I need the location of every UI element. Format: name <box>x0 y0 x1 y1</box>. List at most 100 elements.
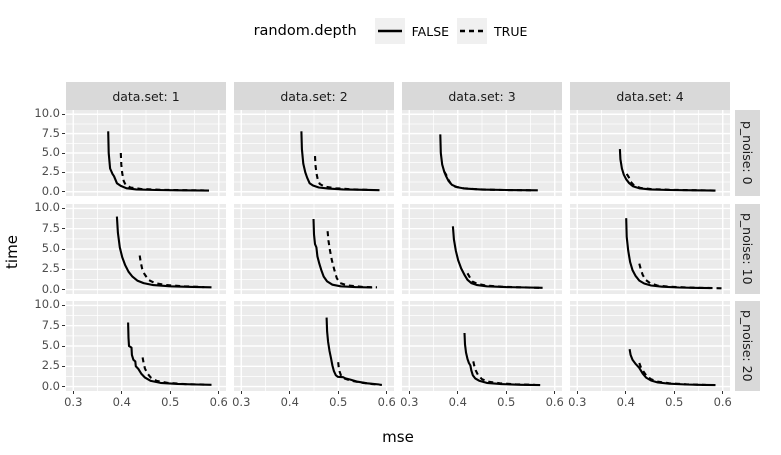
legend-title: random.depth <box>253 23 357 39</box>
series-line-false <box>451 226 543 289</box>
y-tick-label: 2.5 <box>41 164 60 179</box>
x-tick-label: 0.5 <box>161 395 180 409</box>
x-tick-mark <box>289 391 291 394</box>
x-tick-mark <box>337 391 339 394</box>
x-tick-mark <box>72 391 74 394</box>
panel-3-10 <box>402 204 562 294</box>
panel-4-20 <box>570 301 730 391</box>
x-tick-label: 0.3 <box>64 395 83 409</box>
x-tick-mark <box>121 391 123 394</box>
x-tick-mark <box>673 391 675 394</box>
series-line-true <box>466 272 541 289</box>
y-tick-label: 10.0 <box>34 106 60 121</box>
x-tick-label: 0.4 <box>112 395 131 409</box>
series-line-false <box>127 322 212 386</box>
y-tick-label: 7.5 <box>41 220 60 235</box>
series-line-true <box>138 255 205 289</box>
y-tick-label: 0.0 <box>41 183 60 198</box>
y-tick-mark <box>62 152 65 154</box>
legend-key-true-dashed-line-icon <box>457 18 488 44</box>
y-tick-label: 10.0 <box>34 297 60 312</box>
x-tick-mark <box>218 391 220 394</box>
x-tick-label: 0.4 <box>616 395 635 409</box>
panel-4-10 <box>570 204 730 294</box>
facet-strip-col: data.set: 3 <box>402 82 562 110</box>
x-tick-mark <box>408 391 410 394</box>
y-tick-label: 0.0 <box>41 378 60 393</box>
y-tick-mark <box>62 228 65 230</box>
y-tick-mark <box>62 345 65 347</box>
y-tick-label: 5.0 <box>41 145 60 159</box>
series-line-false <box>618 149 716 192</box>
series-line-true <box>638 362 706 386</box>
y-tick-mark <box>62 268 65 270</box>
x-tick-label: 0.6 <box>545 395 564 409</box>
y-tick-mark <box>62 365 65 367</box>
x-tick-mark <box>625 391 627 394</box>
y-tick-mark <box>62 207 65 209</box>
series-line-true <box>313 156 370 191</box>
series-line-false <box>312 218 373 289</box>
x-tick-label: 0.3 <box>400 395 419 409</box>
facet-strip-row: p_noise: 0 <box>735 110 760 196</box>
y-tick-label: 0.0 <box>41 281 60 296</box>
y-tick-mark <box>62 325 65 327</box>
series-line-true <box>141 357 205 386</box>
legend-keys: FALSE TRUE <box>367 18 528 44</box>
y-tick-label: 7.5 <box>41 125 60 140</box>
panel-1-0 <box>66 110 226 196</box>
facet-strip-row: p_noise: 20 <box>735 301 760 391</box>
y-tick-label: 5.0 <box>41 241 60 255</box>
y-tick-label: 5.0 <box>41 338 60 352</box>
y-tick-mark <box>62 304 65 306</box>
facet-strip-col: data.set: 2 <box>234 82 394 110</box>
x-tick-mark <box>722 391 724 394</box>
x-tick-mark <box>169 391 171 394</box>
series-line-true <box>625 173 716 192</box>
y-tick-mark <box>62 248 65 250</box>
x-tick-label: 0.5 <box>329 395 348 409</box>
x-tick-mark <box>240 391 242 394</box>
legend-label: FALSE <box>411 23 450 39</box>
panel-3-20 <box>402 301 562 391</box>
y-tick-mark <box>62 113 65 115</box>
y-tick-label: 10.0 <box>34 200 60 215</box>
panel-4-0 <box>570 110 730 196</box>
x-tick-label: 0.3 <box>568 395 587 409</box>
facet-strip-col: data.set: 4 <box>570 82 730 110</box>
x-tick-mark <box>554 391 556 394</box>
panel-1-10 <box>66 204 226 294</box>
legend: random.depth FALSE TRUE <box>0 12 781 50</box>
x-tick-label: 0.3 <box>232 395 251 409</box>
panel-1-20 <box>66 301 226 391</box>
x-tick-mark <box>576 391 578 394</box>
x-tick-label: 0.4 <box>448 395 467 409</box>
x-axis-title: mse <box>382 428 414 446</box>
x-tick-mark <box>386 391 388 394</box>
y-tick-mark <box>62 289 65 291</box>
series-line-true <box>443 171 533 192</box>
series-line-false <box>625 218 711 290</box>
y-tick-mark <box>62 386 65 388</box>
y-tick-label: 2.5 <box>41 358 60 373</box>
y-tick-label: 7.5 <box>41 317 60 332</box>
x-tick-mark <box>457 391 459 394</box>
legend-key-false-solid-line-icon <box>374 18 405 44</box>
y-tick-label: 2.5 <box>41 261 60 276</box>
y-tick-mark <box>62 191 65 193</box>
x-tick-mark <box>505 391 507 394</box>
x-tick-label: 0.4 <box>280 395 299 409</box>
panel-2-20 <box>234 301 394 391</box>
x-tick-label: 0.5 <box>497 395 516 409</box>
panel-3-0 <box>402 110 562 196</box>
facet-strip-col: data.set: 1 <box>66 82 226 110</box>
y-tick-mark <box>62 133 65 135</box>
panel-2-10 <box>234 204 394 294</box>
x-tick-label: 0.6 <box>377 395 396 409</box>
panel-2-0 <box>234 110 394 196</box>
legend-label: TRUE <box>494 23 528 39</box>
x-tick-label: 0.5 <box>665 395 684 409</box>
y-tick-mark <box>62 171 65 173</box>
series-line-true <box>472 361 536 386</box>
